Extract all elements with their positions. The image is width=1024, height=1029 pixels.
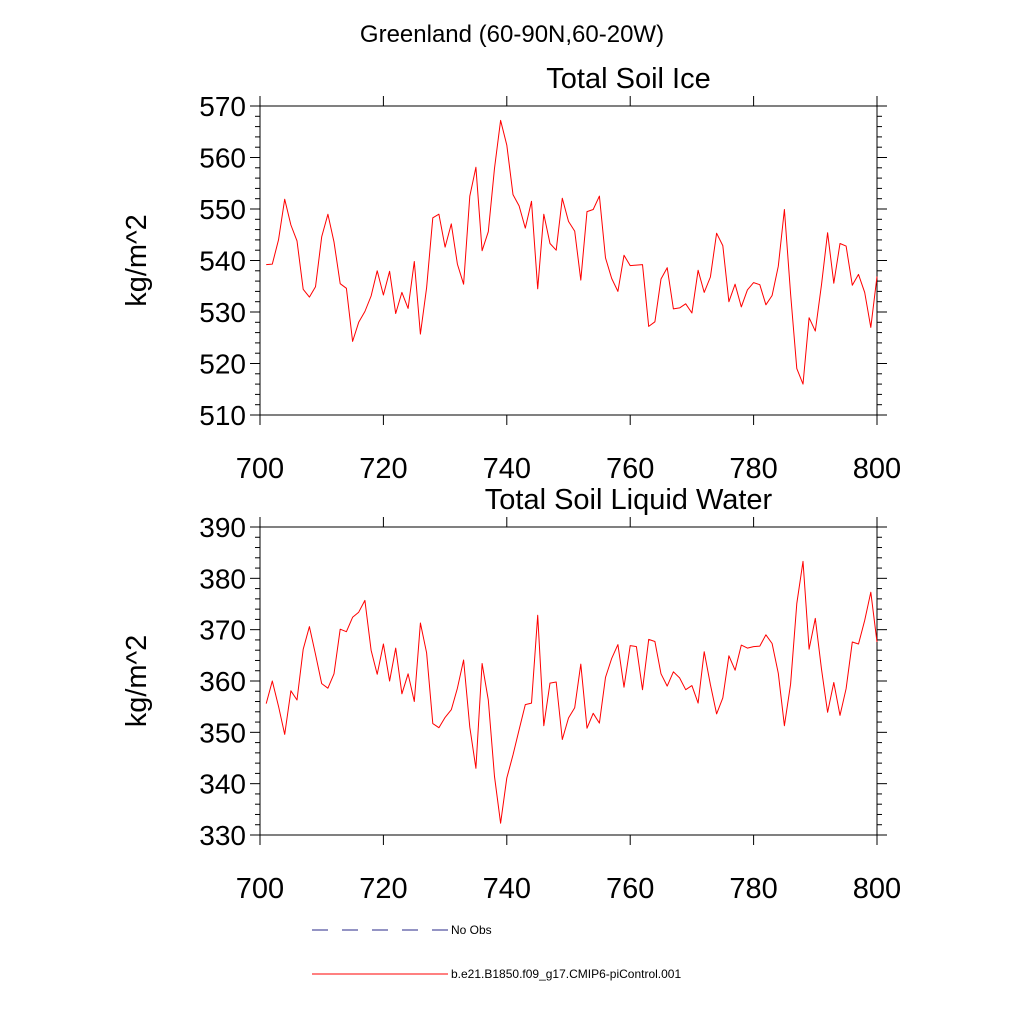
y-tick-label: 330 (199, 820, 246, 851)
y-tick-label: 350 (199, 717, 246, 748)
x-tick-label: 700 (236, 873, 284, 905)
y-tick-label: 360 (199, 666, 246, 697)
y-tick-label: 510 (199, 400, 246, 431)
x-tick-label: 740 (483, 873, 531, 905)
chart-title: Total Soil Ice (546, 63, 710, 95)
legend: No Obs b.e21.B1850.f09_g17.CMIP6-piContr… (312, 923, 681, 981)
y-tick-label: 340 (199, 769, 246, 800)
panel-total-soil-liquid-water: Total Soil Liquid Water kg/m^2 330 340 350 36… (121, 484, 901, 905)
y-tick-label: 370 (199, 615, 246, 646)
plot-frame (259, 105, 878, 416)
series-line (265, 560, 878, 824)
y-tick-label: 520 (199, 349, 246, 380)
page-title: Greenland (60-90N,60-20W) (360, 21, 664, 48)
y-tick-label: 380 (199, 563, 246, 594)
x-tick-label: 800 (853, 453, 901, 485)
y-tick-label: 540 (199, 246, 246, 277)
x-tick-label: 780 (729, 873, 777, 905)
y-axis-label: kg/m^2 (121, 214, 153, 307)
chart-title: Total Soil Liquid Water (485, 484, 773, 516)
legend-obs-label: No Obs (451, 923, 492, 937)
x-tick-label: 780 (729, 453, 777, 485)
x-tick-label: 760 (606, 873, 654, 905)
x-tick-label: 800 (853, 873, 901, 905)
x-tick-label: 720 (359, 453, 407, 485)
x-tick-label: 740 (483, 453, 531, 485)
x-tick-label: 720 (359, 873, 407, 905)
series-line (266, 119, 878, 385)
y-tick-label: 570 (199, 91, 246, 122)
plot-frame (259, 526, 878, 836)
x-tick-label: 700 (236, 453, 284, 485)
panel-total-soil-ice: Total Soil Ice kg/m^2 510 520 530 540 550 560 57… (121, 63, 901, 485)
y-tick-label: 560 (199, 143, 246, 174)
y-tick-label: 390 (199, 512, 246, 543)
y-tick-label: 530 (199, 297, 246, 328)
y-tick-label: 550 (199, 194, 246, 225)
x-tick-label: 760 (606, 453, 654, 485)
legend-model-label: b.e21.B1850.f09_g17.CMIP6-piControl.001 (451, 967, 681, 981)
y-axis-label: kg/m^2 (121, 635, 153, 728)
